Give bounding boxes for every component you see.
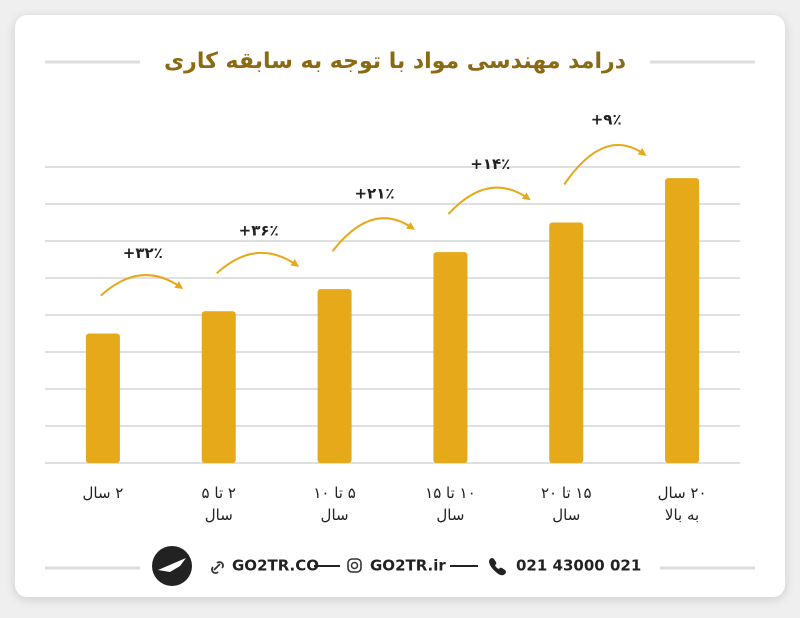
growth-arrow [447, 186, 531, 215]
growth-arrow [563, 144, 647, 186]
bar [433, 252, 468, 463]
card [15, 15, 785, 597]
website: GO2TR.CO [232, 557, 319, 575]
logo-plane [158, 558, 186, 572]
x-tick-label: ۵ تا ۱۰ سال [313, 484, 356, 524]
instagram-icon [350, 561, 359, 570]
instagram: GO2TR.ir [370, 557, 446, 575]
bar [201, 311, 236, 463]
bar [665, 178, 700, 463]
growth-label: +۹٪ [591, 111, 622, 129]
bar [85, 333, 120, 463]
x-tick-label: ۱۵ تا ۲۰ سال [540, 484, 592, 524]
growth-label: +۱۴٪ [470, 155, 510, 173]
phone-icon [489, 558, 506, 576]
footer: GO2TR.CO GO2TR.ir 021 43000 021 [152, 546, 641, 586]
bar [317, 289, 352, 463]
x-tick-label: ۲ تا ۵ سال [201, 484, 236, 524]
growth-arrow [331, 217, 415, 252]
chart-title: درامد مهندسی مواد با توجه به سابقه کاری [164, 49, 626, 74]
growth-label: +۳۲٪ [123, 244, 163, 262]
decor [45, 60, 755, 570]
growth-arrow [216, 251, 300, 275]
instagram-icon [347, 558, 362, 573]
link-icon [211, 561, 224, 574]
x-tick-label: ۲۰ سال به بالا [657, 484, 707, 524]
x-tick-label: ۱۰ تا ۱۵ سال [425, 484, 476, 524]
phone: 021 43000 021 [516, 557, 641, 575]
bar [549, 222, 584, 463]
growth-arrow [100, 274, 184, 297]
growth-label: +۲۱٪ [354, 185, 394, 203]
growth-label: +۳۶٪ [239, 222, 279, 240]
x-tick-label: ۲ سال [82, 484, 124, 502]
